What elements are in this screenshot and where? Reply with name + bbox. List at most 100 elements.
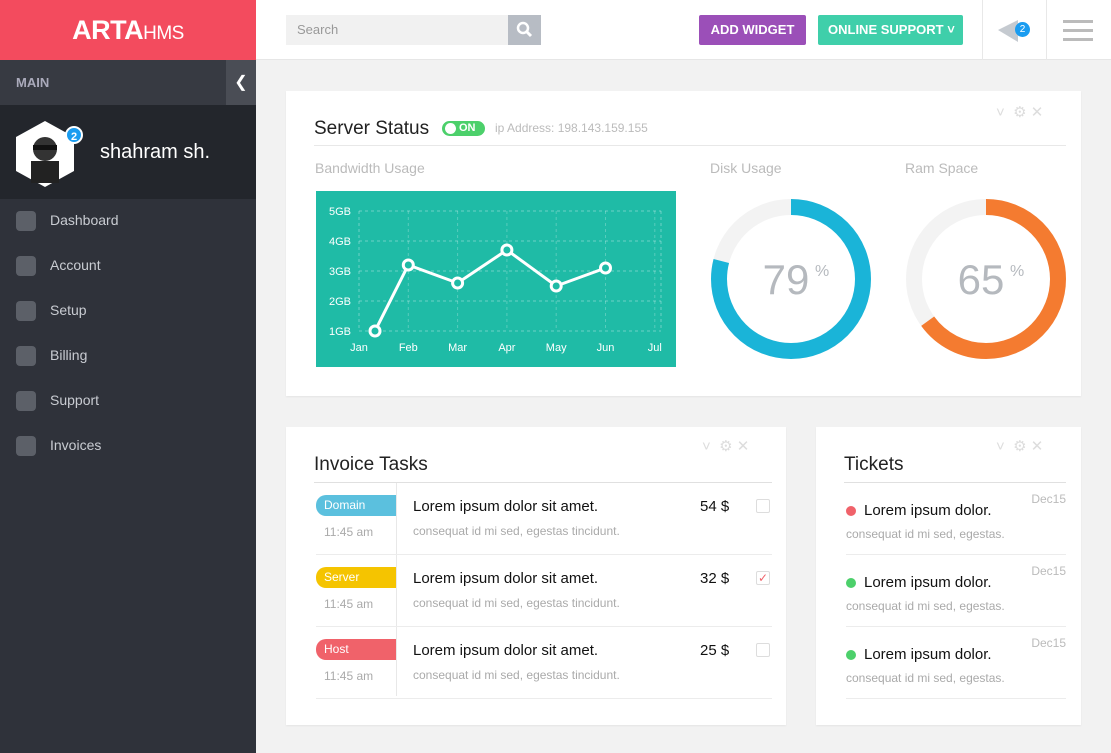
- x-tick-label: Jun: [597, 342, 615, 354]
- line: [373, 248, 607, 332]
- task-checkbox[interactable]: [756, 643, 770, 657]
- ticket-subtitle: consequat id mi sed, egestas.: [846, 671, 1005, 685]
- menu-label: Support: [50, 392, 100, 408]
- task-price: 54 $: [700, 498, 730, 515]
- task-subtitle: consequat id mi sed, egestas tincidunt.: [413, 524, 620, 538]
- user-name: shahram sh.: [100, 141, 211, 163]
- user-panel: 2 shahram sh.: [0, 105, 256, 199]
- ram-title: Ram Space: [905, 160, 979, 176]
- status-label: ON: [459, 122, 476, 134]
- divider: [314, 145, 1066, 146]
- task-tag: Host: [316, 639, 396, 660]
- point: [451, 276, 465, 290]
- chart-background: [316, 191, 676, 367]
- notification-icon[interactable]: [996, 18, 1032, 44]
- ticket-dot: [846, 506, 856, 516]
- online-support-label: ONLINE SUPPORT: [828, 22, 944, 37]
- ticket-title: Lorem ipsum dolor.: [864, 574, 992, 591]
- task-time: 11:45 am: [324, 525, 374, 539]
- top-bar: Search ADD WIDGET ONLINE SUPPORT ˅ 2: [256, 0, 1111, 60]
- divider: [982, 0, 983, 60]
- brand-suffix: HMS: [143, 23, 184, 44]
- ticket-row: Lorem ipsum dolor. consequat id mi sed, e…: [846, 627, 1066, 699]
- x-tick-label: Jul: [648, 342, 662, 354]
- y-tick-label: 4GB: [329, 236, 351, 248]
- ticket-subtitle: consequat id mi sed, egestas.: [846, 599, 1005, 613]
- menu-label: Invoices: [50, 437, 102, 453]
- logo[interactable]: ARTAHMS: [0, 0, 256, 60]
- menu-icon: [16, 391, 36, 411]
- point: [401, 258, 415, 272]
- notification-badge: 2: [1015, 22, 1030, 37]
- task-checkbox[interactable]: [756, 499, 770, 513]
- search-button[interactable]: [508, 15, 541, 45]
- menu-item[interactable]: Account: [0, 243, 256, 288]
- section-label: MAIN: [0, 60, 256, 105]
- brand-name: ARTA: [72, 15, 144, 45]
- search-input[interactable]: Search: [286, 15, 508, 45]
- ticket-date: Dec15: [1031, 492, 1066, 506]
- menu-icon: [16, 436, 36, 456]
- donut-unit: %: [1010, 263, 1024, 280]
- menu-item[interactable]: Dashboard: [0, 198, 256, 243]
- ticket-date: Dec15: [1031, 636, 1066, 650]
- menu-icon: [16, 301, 36, 321]
- ip-address: ip Address: 198.143.159.155: [495, 121, 648, 135]
- menu-label: Billing: [50, 347, 88, 363]
- x-tick-label: Feb: [399, 342, 418, 354]
- disk-title: Disk Usage: [710, 160, 782, 176]
- task-checkbox[interactable]: ✓: [756, 571, 770, 585]
- task-time: 11:45 am: [324, 669, 374, 683]
- x-tick-label: Apr: [498, 342, 515, 354]
- task-title: Lorem ipsum dolor sit amet.: [413, 570, 599, 587]
- menu-item[interactable]: Setup: [0, 288, 256, 333]
- collapse-button[interactable]: ❮: [226, 60, 256, 105]
- divider: [1046, 0, 1047, 60]
- ticket-title: Lorem ipsum dolor.: [864, 646, 992, 663]
- online-support-button[interactable]: ONLINE SUPPORT ˅: [818, 15, 963, 45]
- divider: [844, 482, 1066, 483]
- menu-label: Account: [50, 257, 101, 273]
- ticket-row: Lorem ipsum dolor. consequat id mi sed, e…: [846, 555, 1066, 627]
- ram-donut: 65%: [906, 199, 1066, 359]
- task-title: Lorem ipsum dolor sit amet.: [413, 642, 599, 659]
- card-title: Invoice Tasks: [314, 454, 428, 475]
- invoice-tasks-card: ˅ ⚙ ✕ Invoice Tasks Domain 11:45 am Lorem …: [286, 427, 786, 725]
- x-tick-label: Mar: [448, 342, 467, 354]
- bandwidth-chart: 1GB 2GB 3GB 4GB 5GB Jan Feb Mar Apr May Jun Jul: [316, 191, 676, 367]
- add-widget-button[interactable]: ADD WIDGET: [699, 15, 806, 45]
- ticket-date: Dec15: [1031, 564, 1066, 578]
- menu-item[interactable]: Support: [0, 378, 256, 423]
- donut-value: 79: [763, 256, 810, 303]
- task-subtitle: consequat id mi sed, egestas tincidunt.: [413, 596, 620, 610]
- ticket-dot: [846, 578, 856, 588]
- hamburger-menu[interactable]: [1063, 19, 1095, 43]
- card-controls[interactable]: ˅ ⚙ ✕: [996, 438, 1044, 455]
- donut-value: 65: [958, 256, 1005, 303]
- menu-icon: [16, 256, 36, 276]
- point: [549, 279, 563, 293]
- bandwidth-title: Bandwidth Usage: [315, 160, 425, 176]
- y-tick-label: 2GB: [329, 296, 351, 308]
- card-title: Server Status: [314, 118, 430, 139]
- menu-item[interactable]: Billing: [0, 333, 256, 378]
- tickets-card: ˅ ⚙ ✕ Tickets Lorem ipsum dolor. consequa…: [816, 427, 1081, 725]
- card-controls[interactable]: ˅ ⚙ ✕: [996, 104, 1044, 121]
- menu-label: Dashboard: [50, 212, 119, 228]
- task-price: 32 $: [700, 570, 730, 587]
- donut-arc: [906, 199, 1066, 359]
- point: [368, 324, 382, 338]
- menu-icon: [16, 211, 36, 231]
- donut-unit: %: [815, 263, 829, 280]
- status-toggle[interactable]: ON: [442, 121, 485, 136]
- card-controls[interactable]: ˅ ⚙ ✕: [702, 438, 750, 455]
- ticket-title: Lorem ipsum dolor.: [864, 502, 992, 519]
- menu-icon: [16, 346, 36, 366]
- task-tag: Server: [316, 567, 396, 588]
- task-row: Server 11:45 am Lorem ipsum dolor sit amet…: [316, 555, 772, 627]
- menu-item[interactable]: Invoices: [0, 423, 256, 468]
- task-tag: Domain: [316, 495, 396, 516]
- search-icon: [516, 21, 533, 38]
- avatar: [16, 121, 74, 187]
